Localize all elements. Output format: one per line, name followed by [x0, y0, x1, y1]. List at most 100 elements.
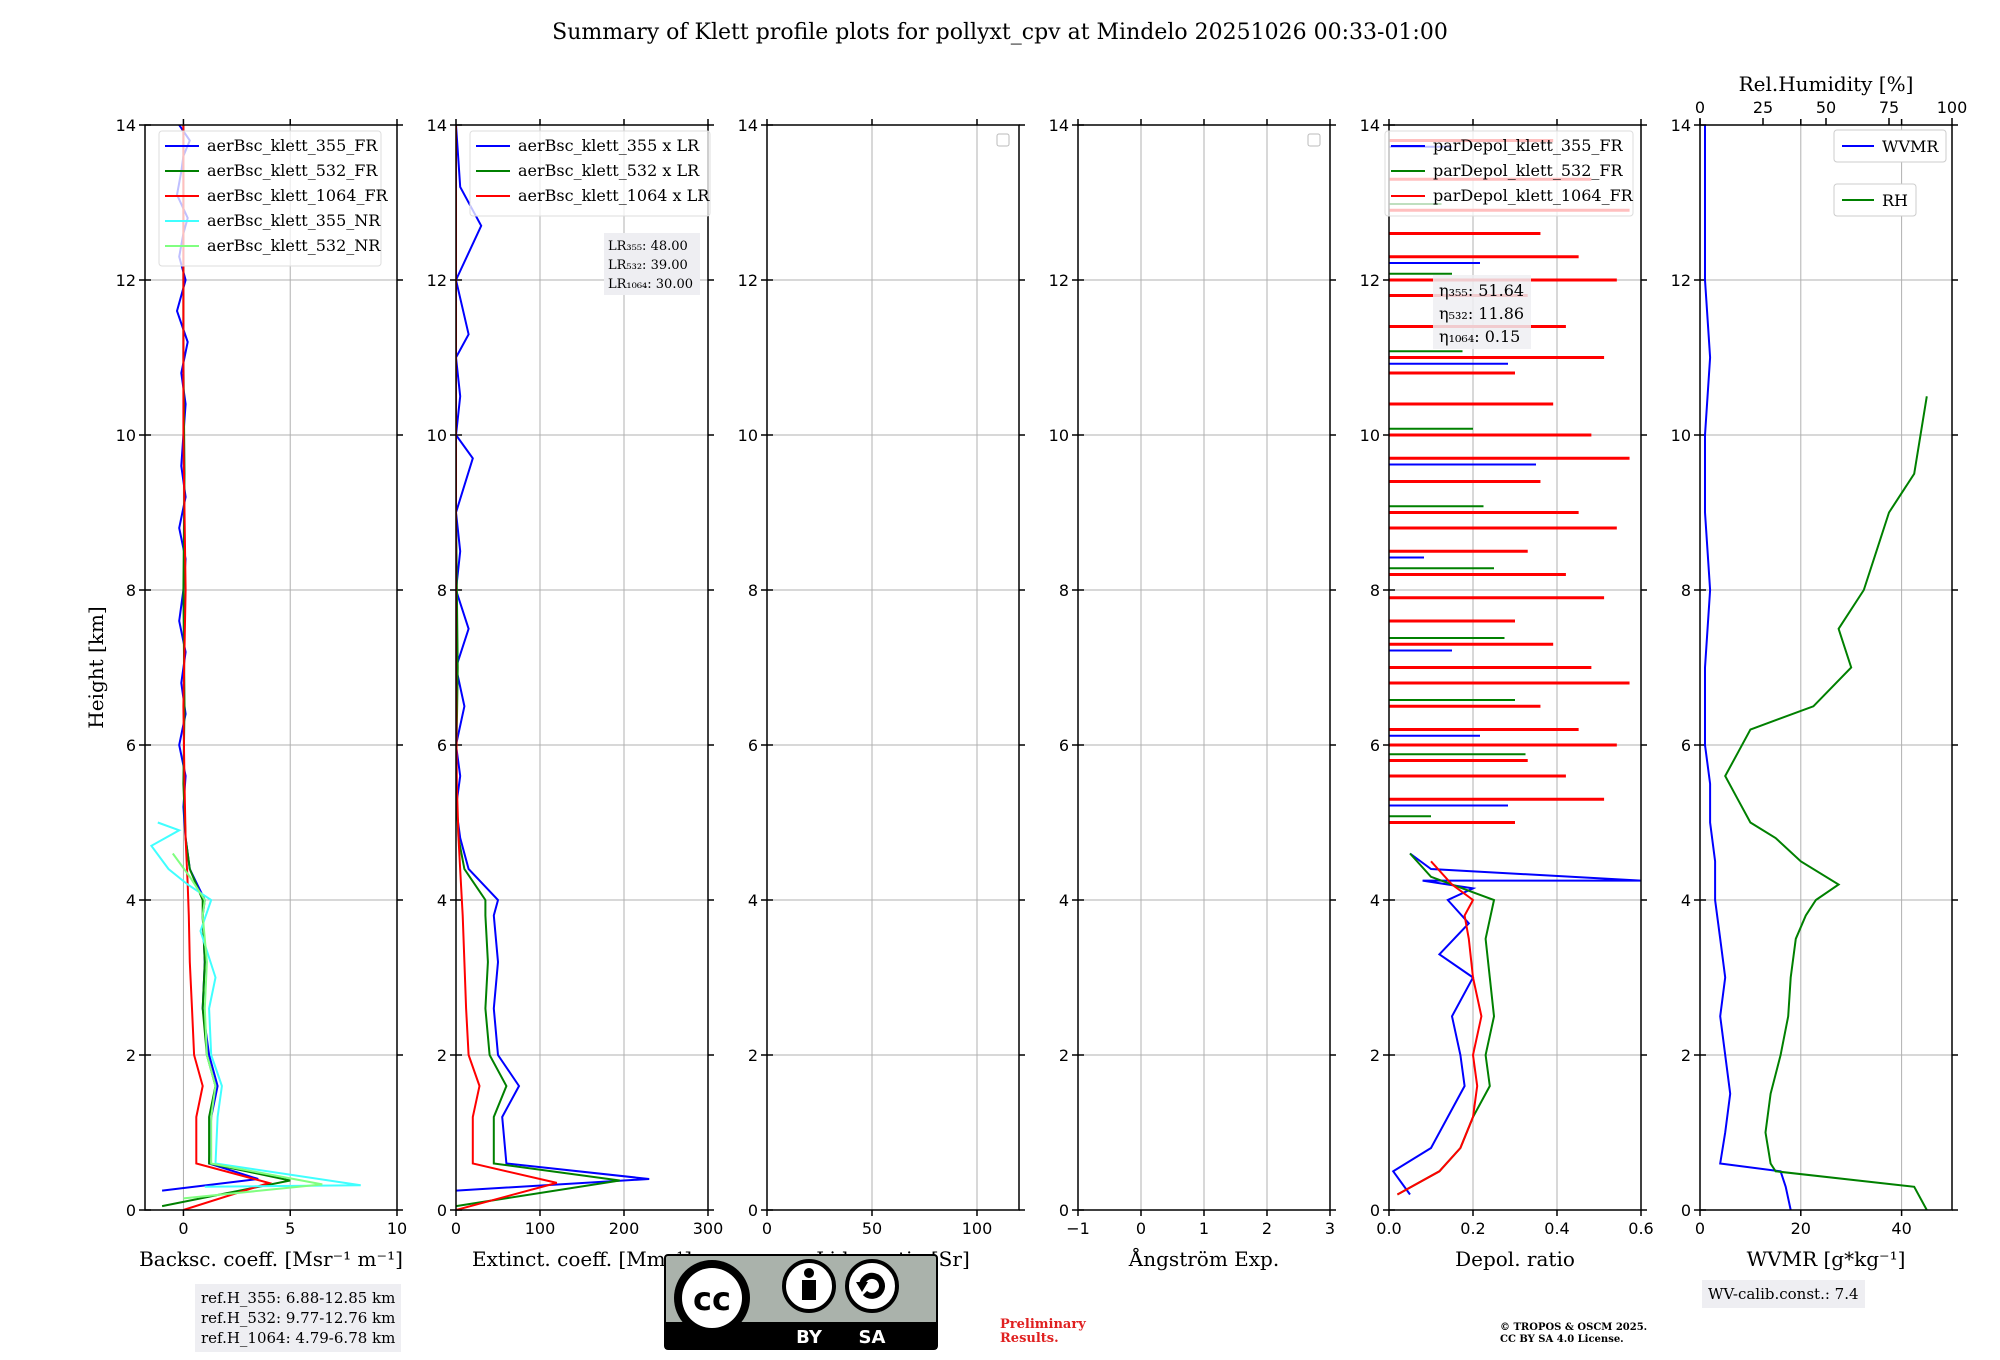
y-tick-label: 0: [1059, 1201, 1069, 1220]
y-tick-label: 6: [748, 736, 758, 755]
lr-annotation: LR₃₅₅: 48.00: [608, 239, 688, 254]
y-tick-label: 8: [126, 581, 136, 600]
y-tick-label: 8: [1681, 581, 1691, 600]
legend-box-wvmr: [1833, 129, 1947, 163]
series-line-aerBsc_klett_532_NR: [171, 852, 323, 1200]
series-line-parDepol_klett_355_FR: [1391, 852, 1641, 1196]
y-tick-label: 6: [126, 736, 136, 755]
legend-label: RH: [1882, 191, 1908, 210]
y-tick-label: 0: [748, 1201, 758, 1220]
y-tick-label: 6: [1370, 736, 1380, 755]
legend-label: aerBsc_klett_355 x LR: [518, 136, 700, 155]
copyright-line-1: © TROPOS & OSCM 2025.: [1500, 1322, 1648, 1333]
y-tick-label: 4: [1059, 891, 1069, 910]
copyright-line-2: CC BY SA 4.0 License.: [1500, 1334, 1624, 1345]
ref-height-532: ref.H_532: 9.77-12.76 km: [201, 1309, 396, 1327]
series-line-aerBsc_klett_532_FR: [161, 125, 291, 1208]
y-tick-label: 10: [116, 426, 136, 445]
y-tick-label: 14: [116, 116, 136, 135]
y-tick-label: 12: [116, 271, 136, 290]
preliminary-line-2: Results.: [1000, 1331, 1059, 1346]
series-line-WVMR: [1704, 125, 1792, 1210]
eta-annotation: η₁₀₆₄: 0.15: [1439, 327, 1520, 346]
x-tick-label: 10: [387, 1219, 407, 1238]
x-tick-label: 20: [1791, 1219, 1811, 1238]
sa-label: SA: [859, 1327, 886, 1348]
y-tick-label: 4: [1370, 891, 1380, 910]
x2-tick-label: 100: [1937, 98, 1968, 117]
series-line-aerBsc_klett_1064_FR: [182, 125, 273, 1210]
x-tick-label: 0: [1695, 1219, 1705, 1238]
y-tick-label: 6: [437, 736, 447, 755]
x-tick-label: 40: [1891, 1219, 1911, 1238]
y-tick-label: 8: [1059, 581, 1069, 600]
y-tick-label: 8: [437, 581, 447, 600]
cc-by-sa-icon: cc BY SA: [664, 1254, 938, 1354]
y-tick-label: 10: [1671, 426, 1691, 445]
panel-frame: [455, 124, 709, 1211]
lr-annotation: LR₁₀₆₄: 30.00: [608, 277, 693, 292]
y-tick-label: 0: [126, 1201, 136, 1220]
y-tick-label: 10: [738, 426, 758, 445]
x-tick-label: 1: [1199, 1219, 1209, 1238]
x-tick-label: 2: [1262, 1219, 1272, 1238]
x-tick-label: 300: [693, 1219, 724, 1238]
x-tick-label: 0: [178, 1219, 188, 1238]
y-tick-label: 8: [748, 581, 758, 600]
legend-label: WVMR: [1882, 137, 1939, 156]
preliminary-line-1: Preliminary: [1000, 1317, 1086, 1332]
x-tick-label: 0: [762, 1219, 772, 1238]
x-tick-label: 100: [962, 1219, 993, 1238]
panel-frame: [1077, 124, 1331, 1211]
y-tick-label: 4: [748, 891, 758, 910]
ref-height-box: ref.H_355: 6.88-12.85 km ref.H_532: 9.77…: [195, 1284, 402, 1352]
series-line-RH: [1724, 396, 1928, 1210]
wv-calib-box: WV-calib.const.: 7.4: [1702, 1280, 1865, 1308]
lr-annotation-box: [604, 233, 700, 295]
x-tick-label: 3: [1325, 1219, 1335, 1238]
x-axis-label: Ångström Exp.: [1128, 1246, 1279, 1271]
y-tick-label: 4: [437, 891, 447, 910]
x2-tick-label: 25: [1753, 98, 1773, 117]
legend-box-rh: [1833, 183, 1917, 217]
eta-annotation-box: [1433, 275, 1531, 349]
y-tick-label: 12: [1049, 271, 1069, 290]
eta-annotation: η₅₃₂: 11.86: [1439, 304, 1524, 323]
y-tick-label: 14: [1360, 116, 1380, 135]
cc-text: cc: [693, 1280, 731, 1318]
empty-legend-box: [1307, 133, 1321, 147]
x-tick-label: −1: [1066, 1219, 1090, 1238]
y-tick-label: 14: [1671, 116, 1691, 135]
x-tick-label: 5: [285, 1219, 295, 1238]
legend-label: aerBsc_klett_1064_FR: [207, 186, 389, 205]
y-tick-label: 2: [1370, 1046, 1380, 1065]
y-tick-label: 10: [427, 426, 447, 445]
y-axis-label: Height [km]: [84, 606, 108, 728]
y-tick-label: 12: [738, 271, 758, 290]
preliminary-note: Preliminary Results.: [1000, 1318, 1086, 1346]
x-tick-label: 50: [862, 1219, 882, 1238]
panel-frame: [144, 124, 398, 1211]
legend-label: parDepol_klett_1064_FR: [1433, 186, 1634, 205]
y-tick-label: 4: [1681, 891, 1691, 910]
x-tick-label: 0: [1136, 1219, 1146, 1238]
x-axis-label: Backsc. coeff. [Msr⁻¹ m⁻¹]: [139, 1247, 403, 1271]
y-tick-label: 0: [1681, 1201, 1691, 1220]
y-tick-label: 14: [738, 116, 758, 135]
series-line-aerBsc_klett_355 x LR: [456, 125, 650, 1192]
y-tick-label: 2: [1059, 1046, 1069, 1065]
y-tick-label: 12: [427, 271, 447, 290]
y-tick-label: 2: [437, 1046, 447, 1065]
by-label: BY: [796, 1327, 823, 1348]
x-tick-label: 100: [525, 1219, 556, 1238]
y-tick-label: 0: [437, 1201, 447, 1220]
panel-frame: [766, 124, 1020, 1211]
lr-annotation: LR₅₃₂: 39.00: [608, 258, 688, 273]
panel-frame: [1699, 124, 1953, 1211]
legend-box: [1384, 130, 1634, 217]
legend-label: aerBsc_klett_355_NR: [207, 211, 381, 230]
series-line-aerBsc_klett_355_NR: [149, 821, 361, 1188]
empty-legend-box: [996, 133, 1010, 147]
y-tick-label: 8: [1370, 581, 1380, 600]
y-tick-label: 0: [1370, 1201, 1380, 1220]
